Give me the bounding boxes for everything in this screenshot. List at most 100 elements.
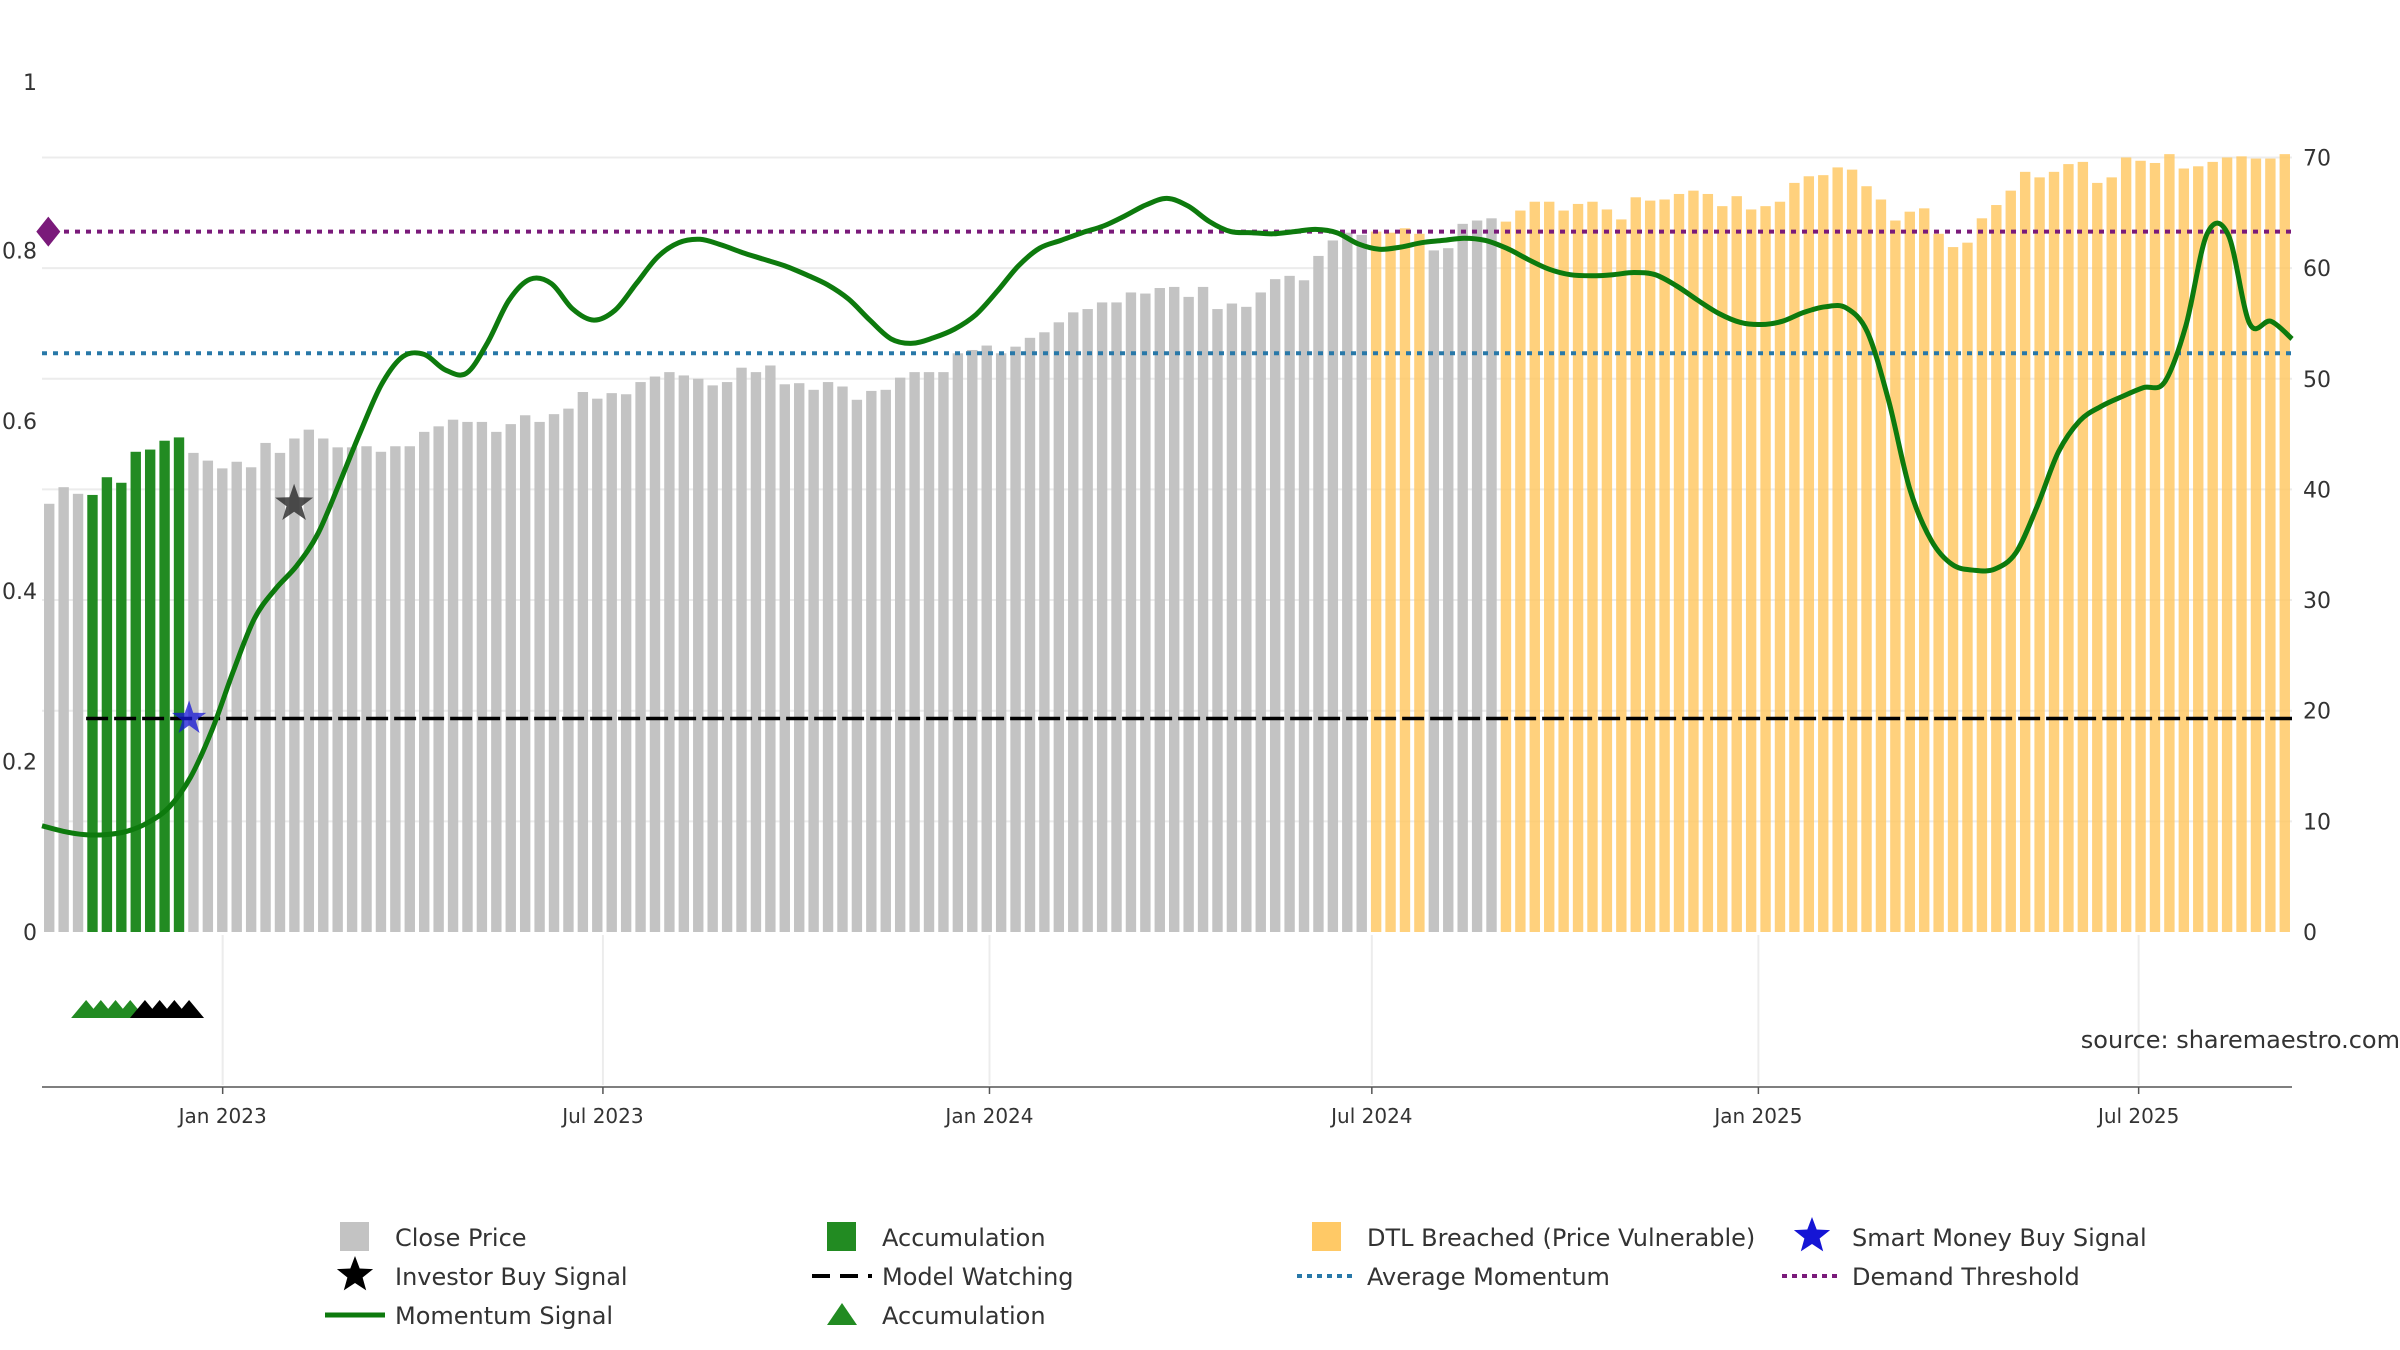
price-bar: [260, 442, 271, 932]
price-bar: [620, 394, 632, 932]
price-bar: [1789, 182, 1800, 932]
price-bar: [2048, 171, 2060, 932]
price-bar: [1356, 234, 1367, 933]
price-bar: [1702, 193, 1714, 933]
legend-triangle: [827, 1303, 857, 1325]
legend-label: Momentum Signal: [395, 1302, 613, 1330]
price-bar: [2019, 171, 2031, 932]
legend-swatch: [340, 1222, 369, 1251]
price-bar: [750, 372, 762, 933]
price-bar: [995, 353, 1007, 932]
price-bar: [404, 446, 415, 932]
price-bar: [2250, 158, 2262, 932]
price-bar: [1875, 199, 1887, 933]
price-bar: [678, 375, 690, 932]
legend-label: Accumulation: [882, 1302, 1046, 1330]
price-bar: [1904, 211, 1915, 932]
price-bar: [1962, 242, 1973, 932]
price-bar: [1471, 220, 1483, 933]
legend: Close Price Accumulation DTL Breached (Pri…: [325, 1217, 2147, 1330]
x-axis-tick-label: Jul 2024: [1329, 1104, 1412, 1128]
price-bar: [361, 446, 372, 932]
price-bar: [1947, 247, 1959, 933]
price-bar: [72, 493, 84, 932]
price-bar: [1096, 302, 1108, 933]
price-bar: [2279, 154, 2290, 932]
price-bar: [116, 482, 127, 932]
price-bar: [1760, 206, 1771, 932]
price-bar: [1443, 248, 1454, 932]
price-bar: [1644, 200, 1656, 932]
price-bar: [577, 392, 589, 933]
price-bar: [1558, 210, 1569, 933]
x-axis-tick-label: Jan 2023: [177, 1104, 267, 1128]
signal-markers: [36, 216, 314, 1018]
price-bar: [1601, 209, 1613, 933]
price-bar: [794, 383, 805, 933]
price-bar: [1846, 169, 1858, 932]
price-bar: [1226, 303, 1238, 932]
legend-item: Demand Threshold: [1782, 1263, 2080, 1291]
left-axis-tick: 0: [23, 921, 37, 946]
price-bar: [1327, 240, 1339, 933]
price-bar: [2221, 157, 2233, 933]
price-bar: [664, 372, 675, 933]
price-bar: [1039, 332, 1050, 932]
legend-label: DTL Breached (Price Vulnerable): [1367, 1224, 1755, 1252]
price-bar: [87, 494, 98, 932]
price-bar: [1342, 232, 1353, 932]
price-bar: [505, 424, 516, 932]
price-bar: [1428, 250, 1440, 932]
price-bar: [1399, 228, 1411, 932]
price-bar: [202, 460, 214, 932]
price-bar: [1154, 288, 1165, 933]
price-bar: [303, 429, 315, 932]
price-bar: [1818, 175, 1829, 932]
price-bar: [289, 438, 300, 932]
price-bar: [1068, 312, 1079, 932]
grid-lines: [42, 156, 2292, 1085]
price-bar: [909, 372, 920, 933]
legend-label: Accumulation: [882, 1224, 1046, 1252]
price-bar: [2077, 161, 2089, 933]
price-bar: [390, 446, 401, 932]
price-bar: [1515, 210, 1526, 933]
legend-item: Investor Buy Signal: [336, 1256, 628, 1291]
legend-label: Model Watching: [882, 1263, 1074, 1291]
price-bar: [491, 431, 502, 932]
left-axis-tick: 0.2: [2, 751, 37, 776]
price-bar: [563, 408, 574, 933]
accumulation-triangle: [174, 1000, 205, 1018]
x-axis-tick-label: Jul 2025: [2096, 1104, 2179, 1128]
right-axis-tick: 70: [2303, 146, 2331, 171]
price-bar: [1572, 203, 1584, 933]
left-axis-tick: 1: [23, 71, 37, 96]
price-bar: [2236, 156, 2247, 933]
price-bar: [1169, 286, 1180, 932]
price-bar: [1183, 296, 1194, 932]
price-bar: [144, 449, 156, 932]
momentum-line: [41, 195, 2294, 838]
price-bar: [866, 390, 877, 932]
price-bar: [967, 349, 978, 933]
price-bar: [765, 365, 776, 932]
price-bar: [1269, 279, 1281, 932]
legend-item: Model Watching: [812, 1263, 1074, 1291]
legend-star: [1793, 1217, 1831, 1252]
legend-label: Demand Threshold: [1852, 1263, 2080, 1291]
price-bars: [44, 154, 2290, 933]
price-bar: [1976, 218, 1988, 932]
price-bar: [1140, 293, 1151, 933]
price-bar: [159, 440, 170, 932]
price-bar: [649, 376, 661, 932]
price-bar: [894, 377, 906, 933]
price-bar: [1659, 199, 1670, 933]
legend-item: Smart Money Buy Signal: [1793, 1217, 2147, 1252]
price-bar: [606, 393, 617, 932]
price-bar: [981, 345, 992, 932]
price-bar: [1125, 292, 1137, 932]
price-bar: [1298, 280, 1310, 932]
price-bar: [1053, 322, 1065, 932]
